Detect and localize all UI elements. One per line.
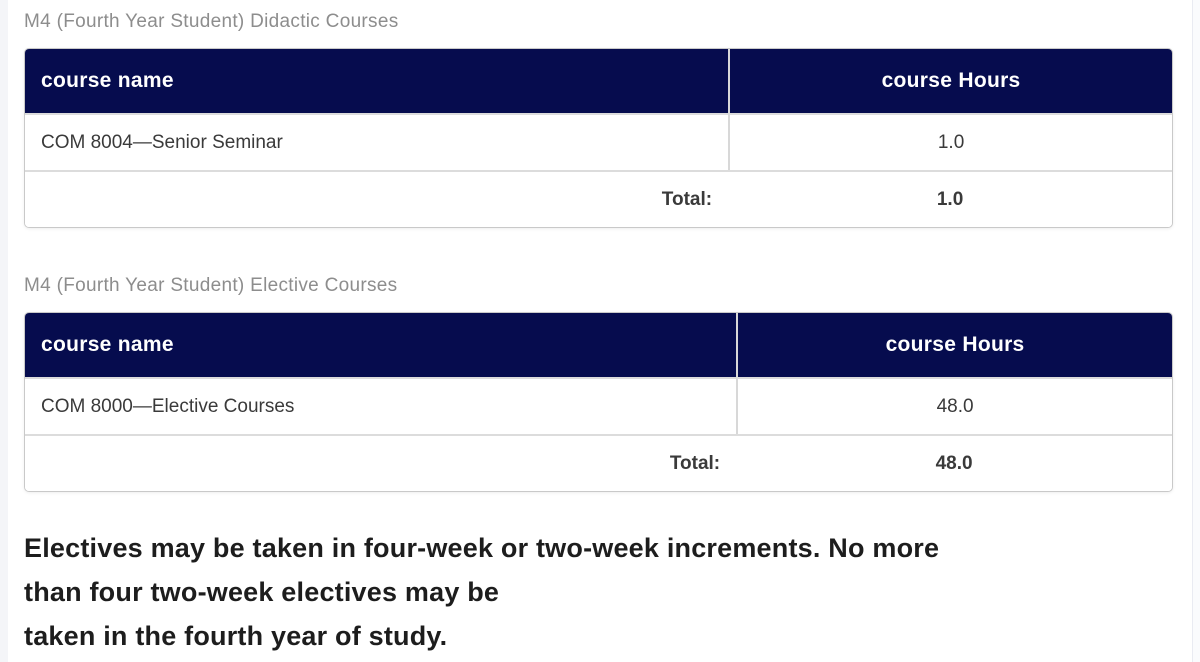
electives-note-line: than four two-week electives may be [24, 577, 500, 607]
elective-section-heading: M4 (Fourth Year Student) Elective Course… [24, 275, 398, 296]
main-content: M4 (Fourth Year Student) Didactic Course… [24, 0, 1173, 658]
table-header-row: course name course Hours [25, 313, 1172, 377]
total-value: 1.0 [728, 170, 1172, 227]
column-header-course-hours: course Hours [728, 49, 1172, 113]
table-row: COM 8000—Elective Courses 48.0 [25, 377, 1172, 434]
electives-note-line: taken in the fourth year of study. [24, 621, 448, 651]
column-header-course-hours: course Hours [736, 313, 1172, 377]
total-row: Total: 48.0 [25, 434, 1172, 491]
course-hours-cell: 48.0 [736, 377, 1172, 434]
course-name-cell: COM 8004—Senior Seminar [25, 113, 729, 170]
course-hours-cell: 1.0 [728, 113, 1172, 170]
total-label: Total: [25, 434, 737, 491]
electives-note-line: Electives may be taken in four-week or t… [24, 533, 940, 563]
total-value: 48.0 [736, 434, 1172, 491]
column-header-course-name: course name [25, 313, 737, 377]
elective-courses-table: course name course Hours COM 8000—Electi… [24, 312, 1173, 492]
total-label: Total: [25, 170, 729, 227]
electives-note: Electives may be taken in four-week or t… [24, 526, 1173, 658]
table-row: COM 8004—Senior Seminar 1.0 [25, 113, 1172, 170]
table-header-row: course name course Hours [25, 49, 1172, 113]
page-left-gutter [0, 0, 8, 662]
didactic-section-heading: M4 (Fourth Year Student) Didactic Course… [24, 11, 399, 32]
page-right-gutter [1192, 0, 1200, 662]
total-row: Total: 1.0 [25, 170, 1172, 227]
column-header-course-name: course name [25, 49, 729, 113]
didactic-courses-table: course name course Hours COM 8004—Senior… [24, 48, 1173, 228]
course-name-cell: COM 8000—Elective Courses [25, 377, 737, 434]
